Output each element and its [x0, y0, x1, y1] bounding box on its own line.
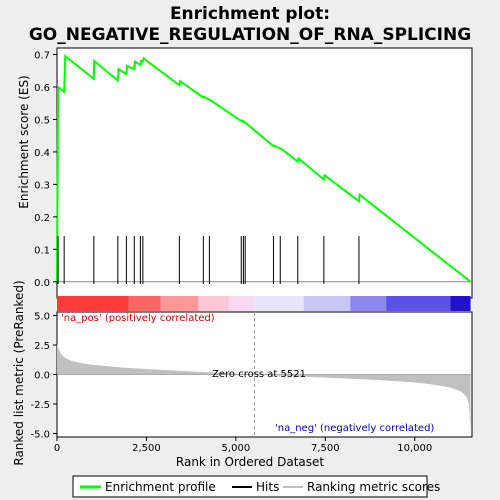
ranking-bar-segment — [350, 296, 387, 311]
metric-x-tick-label: 0 — [54, 443, 60, 454]
ranking-bar-segment — [128, 296, 161, 311]
zero-cross-label: Zero cross at 5521 — [212, 369, 306, 380]
positive-correlation-label: 'na_pos' (positively correlated) — [61, 313, 215, 324]
es-y-tick-label: 0.3 — [34, 180, 50, 191]
metric-x-tick-label: 10,000 — [397, 443, 432, 454]
es-y-tick-label: 0.0 — [34, 278, 50, 289]
metric-x-axis: 0 2,500 5,000 7,500 10,000 — [54, 437, 432, 454]
ranking-bar-segment — [386, 296, 451, 311]
metric-y-tick-label: -2.5 — [30, 400, 50, 411]
metric-y-tick-label: -5.0 — [30, 429, 50, 440]
hits-layer — [57, 236, 360, 284]
ranking-color-bar — [57, 296, 471, 311]
ranking-bar-segment — [160, 296, 199, 311]
ranking-bar-segment — [303, 296, 351, 311]
legend-enrichment-label: Enrichment profile — [105, 480, 216, 494]
es-y-tick-label: 0.2 — [34, 213, 50, 224]
metric-y-axis: -5.0 -2.5 0.0 2.5 5.0 — [30, 312, 57, 440]
enrichment-profile-line — [56, 54, 472, 283]
metric-x-tick-label: 2,500 — [132, 443, 161, 454]
metric-y-axis-label: Ranked list metric (PreRanked) — [12, 280, 26, 465]
ranking-bar-segment — [57, 296, 129, 311]
ranking-bar-segment — [450, 296, 471, 311]
es-panel — [56, 47, 473, 299]
es-y-axis-label: Enrichment score (ES) — [17, 75, 31, 208]
negative-correlation-label: 'na_neg' (negatively correlated) — [275, 423, 434, 434]
metric-y-tick-label: 5.0 — [34, 312, 50, 323]
legend-hits-label: Hits — [256, 480, 279, 494]
ranking-bar-segment — [254, 296, 304, 311]
legend-ranking-label: Ranking metric scores — [307, 480, 440, 494]
metric-y-tick-label: 2.5 — [34, 341, 50, 352]
plot-title-line1: Enrichment plot: — [170, 4, 330, 24]
es-y-tick-label: 0.4 — [34, 148, 50, 159]
metric-x-tick-label: 5,000 — [222, 443, 251, 454]
metric-x-tick-label: 7,500 — [311, 443, 340, 454]
es-y-axis: 0.0 0.1 0.2 0.3 0.4 0.5 0.6 0.7 — [34, 50, 57, 289]
ranking-bar-segment — [198, 296, 229, 311]
es-curve-layer — [56, 54, 472, 283]
plot-title-line2: GO_NEGATIVE_REGULATION_OF_RNA_SPLICING — [29, 25, 471, 45]
es-y-tick-label: 0.6 — [34, 83, 50, 94]
es-y-tick-label: 0.5 — [34, 115, 50, 126]
metric-x-axis-label: Rank in Ordered Dataset — [176, 455, 324, 469]
ranked-metric-area-layer — [57, 312, 472, 437]
ranking-bar-segment — [228, 296, 255, 311]
es-y-tick-label: 0.7 — [34, 50, 50, 61]
es-y-tick-label: 0.1 — [34, 245, 50, 256]
metric-y-tick-label: 0.0 — [34, 371, 50, 382]
